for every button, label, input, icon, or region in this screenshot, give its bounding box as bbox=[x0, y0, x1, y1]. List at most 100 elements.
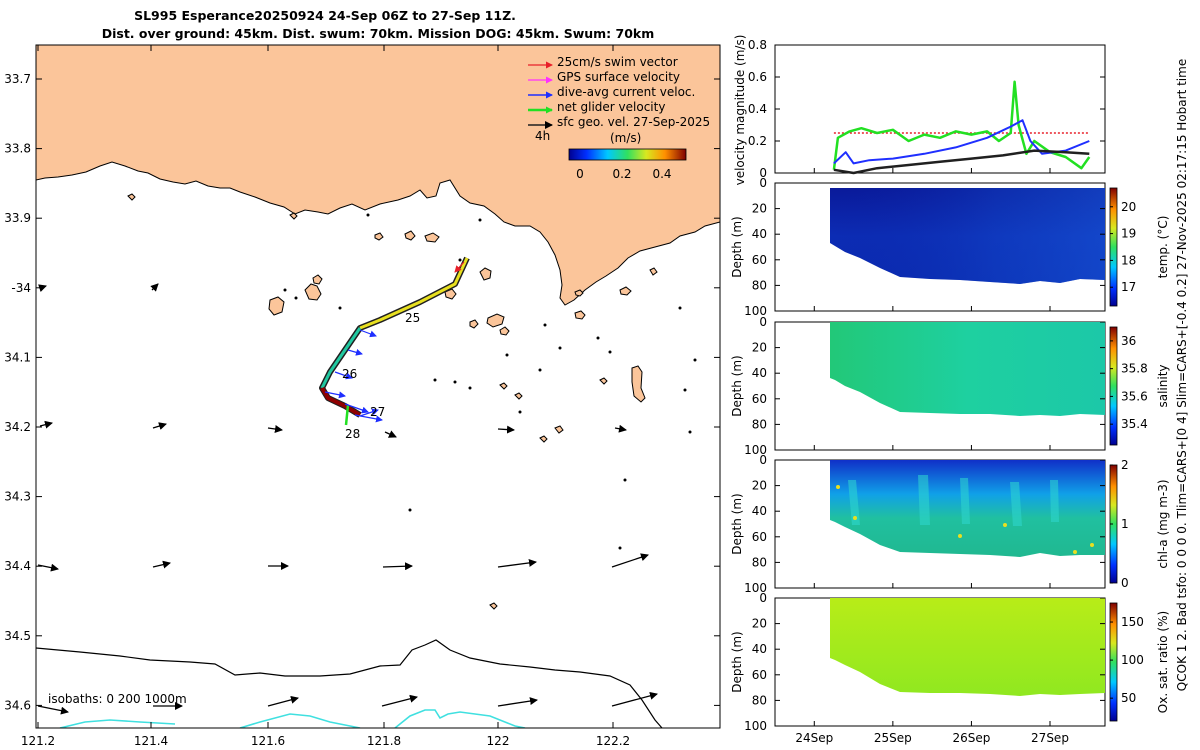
map-ytick-label: 33.9 bbox=[4, 211, 31, 225]
depth-ytick-label: 100 bbox=[744, 719, 767, 733]
legend-net-label: net glider velocity bbox=[557, 100, 665, 114]
colorbar-tick-label: 36 bbox=[1121, 334, 1136, 348]
chl-streaks bbox=[848, 475, 1059, 526]
glider-track bbox=[319, 256, 470, 426]
colorbar-tick-2: 0.4 bbox=[652, 167, 671, 181]
chl-panel bbox=[774, 459, 1106, 589]
isobaths-label: isobaths: 0 200 1000m bbox=[48, 692, 187, 706]
colorbar-tick-label: 0 bbox=[1121, 576, 1129, 590]
salinity-panel bbox=[774, 321, 1106, 451]
depth-ytick-label: 100 bbox=[744, 304, 767, 318]
depth-ylabel: Depth (m) bbox=[730, 493, 744, 554]
depth-colorbar bbox=[1109, 187, 1118, 307]
colorbar-tick-1: 0.2 bbox=[612, 167, 631, 181]
velocity-ylabel: velocity magnitude (m/s) bbox=[733, 35, 747, 186]
map-xtick-label: 121.2 bbox=[21, 734, 55, 748]
depth-ytick-label: 60 bbox=[752, 253, 767, 267]
colorbar-tick-label: 35.8 bbox=[1121, 362, 1148, 376]
salinity-section bbox=[830, 322, 1105, 416]
velocity-series-net-glider-velocity bbox=[832, 80, 1091, 170]
velocity-ytick-label: 0.4 bbox=[748, 102, 767, 116]
depth-ytick-label: 60 bbox=[752, 668, 767, 682]
colorbar-tick-label: 35.6 bbox=[1121, 389, 1148, 403]
map-ytick-label: 34.2 bbox=[4, 420, 31, 434]
map-ytick-label: 34.5 bbox=[4, 629, 31, 643]
map-ytick-label: 34.3 bbox=[4, 490, 31, 504]
depth-ytick-label: 0 bbox=[759, 315, 767, 329]
day-label-28: 28 bbox=[345, 427, 360, 441]
isobath-1000 bbox=[36, 639, 663, 728]
depth-ytick-label: 80 bbox=[752, 693, 767, 707]
map-xtick-label: 122.2 bbox=[596, 734, 630, 748]
colorbar-title: (m/s) bbox=[610, 131, 641, 145]
temp-panel bbox=[774, 182, 1106, 312]
velocity-ytick-label: 0 bbox=[759, 166, 767, 180]
colorbar-tick-label: 1 bbox=[1121, 517, 1129, 531]
legend-geo-label: sfc geo. vel. 27-Sep-2025 bbox=[557, 115, 710, 129]
geo-velocity-arrows bbox=[37, 283, 658, 715]
colorbar-tick-label: 2 bbox=[1121, 458, 1129, 472]
velocity-panel: 0 0.2 0.4 0.6 0.8 velocity magnitude (m/s) bbox=[733, 35, 1106, 186]
colorbar-label: salinity bbox=[1156, 364, 1170, 407]
legend-4h: 4h bbox=[535, 129, 550, 143]
depth-colorbar bbox=[1109, 326, 1118, 446]
depth-ytick-label: 40 bbox=[752, 366, 767, 380]
velocity-y-ticks: 0 0.2 0.4 0.6 0.8 bbox=[748, 38, 1105, 180]
map-frame bbox=[35, 44, 721, 729]
track-segment-26 bbox=[320, 327, 362, 389]
colorbar-label: chl-a (mg m-3) bbox=[1156, 479, 1170, 568]
depth-ytick-label: 80 bbox=[752, 278, 767, 292]
chl-dots bbox=[836, 485, 1094, 554]
depth-ytick-label: 60 bbox=[752, 392, 767, 406]
depth-ylabel: Depth (m) bbox=[730, 355, 744, 416]
colorbar-tick-0: 0 bbox=[576, 167, 584, 181]
legend-swim-label: 25cm/s swim vector bbox=[557, 55, 678, 69]
isobath-200 bbox=[59, 709, 526, 728]
small-dots bbox=[283, 213, 697, 550]
map-xtick-label: 122 bbox=[487, 734, 510, 748]
depth-colorbar bbox=[1109, 602, 1118, 722]
time-tick-label: 25Sep bbox=[874, 731, 912, 745]
map-ytick-label: 33.7 bbox=[4, 72, 31, 86]
map-ytick-label: 33.8 bbox=[4, 142, 31, 156]
map-ytick-label: 34.4 bbox=[4, 559, 31, 573]
map-xtick-label: 121.8 bbox=[367, 734, 401, 748]
depth-ytick-label: 20 bbox=[752, 617, 767, 631]
current-vectors-track bbox=[324, 329, 383, 423]
ox-section bbox=[830, 598, 1105, 696]
map-xtick-label: 121.6 bbox=[251, 734, 285, 748]
velocity-ytick-label: 0.6 bbox=[748, 70, 767, 84]
depth-ytick-label: 0 bbox=[759, 591, 767, 605]
map-ytick-label: -34 bbox=[11, 281, 31, 295]
legend-gps-label: GPS surface velocity bbox=[557, 70, 680, 84]
depth-ylabel: Depth (m) bbox=[730, 631, 744, 692]
time-tick-label: 27Sep bbox=[1031, 731, 1069, 745]
track-segment-27 bbox=[320, 386, 362, 417]
side-note: QCOK 1 2. Bad tsfo: 0 0 0 0. Tlim=CARS+[… bbox=[1175, 59, 1189, 691]
map-colorbar bbox=[568, 148, 687, 161]
velocity-ytick-label: 0.2 bbox=[748, 134, 767, 148]
legend-current-label: dive-avg current veloc. bbox=[557, 85, 695, 99]
track-swim-vector bbox=[454, 261, 465, 273]
map-legend: 25cm/s swim vector GPS surface velocity … bbox=[528, 55, 710, 181]
depth-ytick-label: 80 bbox=[752, 555, 767, 569]
colorbar-tick-label: 150 bbox=[1121, 615, 1144, 629]
depth-ytick-label: 40 bbox=[752, 642, 767, 656]
day-label-27: 27 bbox=[370, 405, 385, 419]
track-segment-25 bbox=[359, 257, 469, 330]
velocity-ytick-label: 0.8 bbox=[748, 38, 767, 52]
depth-ytick-label: 40 bbox=[752, 227, 767, 241]
depth-ytick-label: 20 bbox=[752, 202, 767, 216]
colorbar-label: Ox. sat. ratio (%) bbox=[1156, 611, 1170, 713]
colorbar-tick-label: 19 bbox=[1121, 227, 1136, 241]
map-ytick-label: 34.6 bbox=[4, 698, 31, 712]
temp-section-warm bbox=[830, 188, 1105, 284]
map-x-ticks: 121.2 121.4 121.6 121.8 122 122.2 bbox=[21, 45, 630, 748]
colorbar-tick-label: 50 bbox=[1121, 691, 1136, 705]
title-line1: SL995 Esperance20250924 24-Sep 06Z to 27… bbox=[134, 8, 516, 23]
colorbar-tick-label: 20 bbox=[1121, 200, 1136, 214]
colorbar-tick-label: 35.4 bbox=[1121, 417, 1148, 431]
time-axis: 24Sep 25Sep 26Sep 27Sep bbox=[795, 168, 1069, 745]
depth-ytick-label: 40 bbox=[752, 504, 767, 518]
